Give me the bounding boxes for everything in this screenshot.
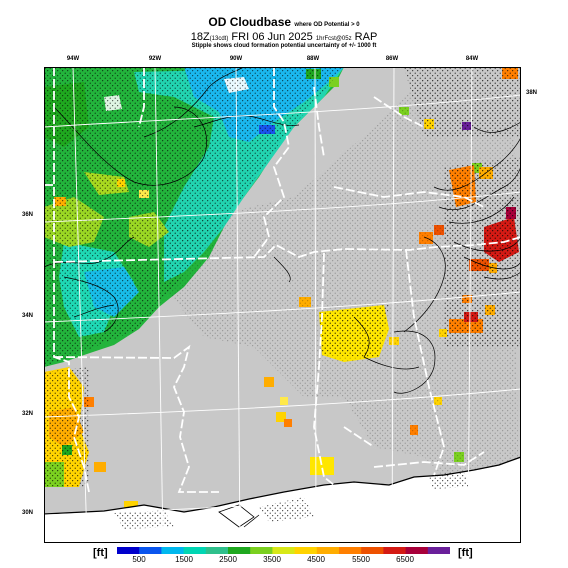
colorbar-segment <box>228 547 251 554</box>
title-main: OD Cloudbase <box>208 15 292 29</box>
valid-date: FRI 06 Jun 2025 <box>231 31 313 43</box>
colorbar-segment <box>427 547 450 554</box>
colorbar-segment <box>117 547 140 554</box>
colorbar-segment <box>205 547 229 554</box>
valid-suffix: (13cdt) <box>209 36 229 42</box>
colorbar-tick-3500: 3500 <box>263 555 281 564</box>
colorbar-segment <box>183 547 207 554</box>
cloudbase-map <box>44 67 521 543</box>
colorbar-segment <box>139 547 162 554</box>
colorbar-segment <box>339 547 362 554</box>
lat-label-34n: 34N <box>22 313 34 319</box>
colorbar-segment <box>316 547 340 554</box>
valid-time: 18Z <box>190 31 210 43</box>
map-frame <box>44 67 521 543</box>
lon-label-90w: 90W <box>229 56 243 62</box>
colorbar-tick-500: 500 <box>132 555 146 564</box>
latlon-grid <box>44 67 521 543</box>
lon-label-84w: 84W <box>465 56 479 62</box>
delta-outline <box>218 504 260 528</box>
title-condition: where OD Potential > 0 <box>294 22 360 28</box>
lon-label-92w: 92W <box>148 56 162 62</box>
lon-label-94w: 94W <box>66 56 80 62</box>
lat-label-38n: 38N <box>526 90 538 96</box>
lat-label-36n: 36N <box>22 212 34 218</box>
colorbar-unit-left: [ft] <box>93 547 108 559</box>
colorbar-segment <box>361 547 384 554</box>
colorbar-segment <box>272 547 296 554</box>
state-borders <box>44 67 521 493</box>
colorbar-unit-right: [ft] <box>458 547 473 559</box>
colorbar-tick-1500: 1500 <box>175 555 193 564</box>
colorbar-segment <box>161 547 185 554</box>
colorbar-tick-4500: 4500 <box>307 555 325 564</box>
model-name: RAP <box>354 31 378 43</box>
colorbar-segment <box>250 547 273 554</box>
stipple-note: Stipple shows cloud formation potential … <box>191 43 377 49</box>
lon-label-88w: 88W <box>306 56 320 62</box>
colorbar-tick-2500: 2500 <box>219 555 237 564</box>
colorbar-segment <box>405 547 429 554</box>
colorbar-tick-6500: 6500 <box>396 555 414 564</box>
lat-label-30n: 30N <box>22 510 34 516</box>
colorbar <box>117 547 450 554</box>
lat-label-32n: 32N <box>22 411 34 417</box>
colorbar-tick-5500: 5500 <box>352 555 370 564</box>
colorbar-segment <box>294 547 318 554</box>
coastline <box>44 456 521 515</box>
forecast-hour: 1hrFcst@05z <box>315 36 352 42</box>
valid-time-line: 18Z(13cdt) FRI 06 Jun 2025 1hrFcst@05z R… <box>0 31 568 43</box>
map-title: OD Cloudbase where OD Potential > 0 <box>0 15 568 29</box>
colorbar-segment <box>383 547 407 554</box>
lon-label-86w: 86W <box>385 56 399 62</box>
